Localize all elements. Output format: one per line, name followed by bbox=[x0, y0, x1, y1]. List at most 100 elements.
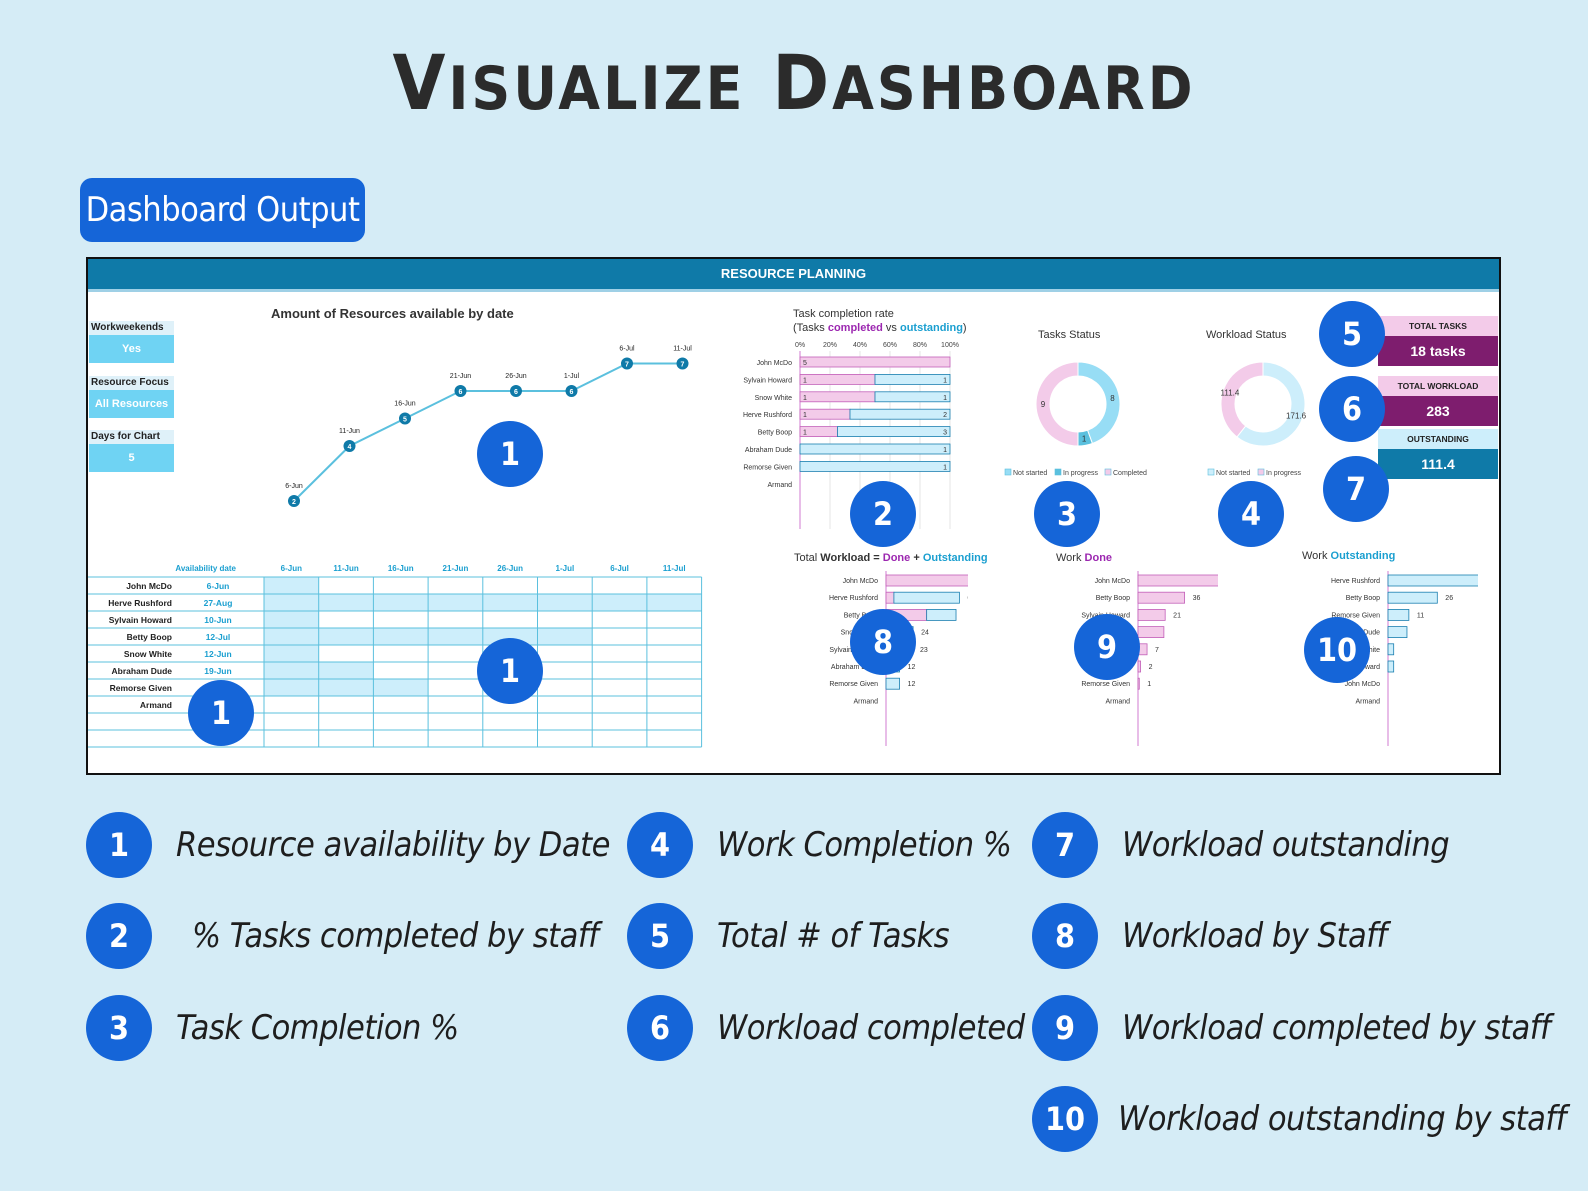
line-point-label: 16-Jun bbox=[394, 401, 416, 408]
legend-item: 7 Workload outstanding bbox=[1032, 812, 1450, 878]
dashboard-output-button[interactable]: Dashboard Output bbox=[80, 178, 365, 242]
availability-cell bbox=[318, 628, 374, 645]
legend-number: 5 bbox=[627, 903, 693, 969]
legend-text: Workload completed by staff bbox=[1122, 1008, 1551, 1048]
legend-text: Total # of Tasks bbox=[717, 916, 950, 956]
line-point bbox=[399, 412, 411, 425]
category-label: Abraham Dude bbox=[745, 447, 792, 454]
workload-bar bbox=[1387, 643, 1395, 656]
bar-value: 1 bbox=[943, 395, 947, 402]
table-column-header: 11-Jul bbox=[663, 564, 686, 573]
legend-swatch bbox=[1207, 468, 1215, 476]
bar-value: 7 bbox=[1155, 647, 1159, 654]
title-part: Work bbox=[1302, 550, 1331, 562]
donut-value: 111.4 bbox=[1221, 389, 1240, 398]
category-label: Remorse Given bbox=[829, 681, 878, 688]
category-label: Abraham Dude bbox=[831, 664, 878, 671]
bar-value: 36 bbox=[1193, 595, 1201, 602]
bar-completed bbox=[799, 356, 951, 368]
legend-number: 3 bbox=[86, 995, 152, 1061]
dashboard-screenshot: RESOURCE PLANNING Workweekends Yes Resou… bbox=[86, 257, 1501, 775]
axis-tick-label: 80% bbox=[913, 342, 927, 349]
legend-number: 2 bbox=[86, 903, 152, 969]
bar-value: 1 bbox=[943, 377, 947, 384]
availability-table: Availability date 6-Jun 11-Jun 16-Jun 21-Jun… bbox=[88, 564, 703, 748]
availability-cell bbox=[373, 628, 429, 645]
line-series bbox=[293, 362, 683, 502]
category-label: Armand bbox=[853, 698, 878, 705]
table-row-name: Remorse Given bbox=[110, 683, 172, 693]
work-done-title: Work Done bbox=[1056, 552, 1112, 564]
category-label: Remorse Given bbox=[743, 464, 792, 471]
line-point bbox=[454, 385, 467, 397]
line-point bbox=[621, 357, 633, 370]
bar-value: 23 bbox=[920, 647, 928, 654]
workload-bar bbox=[885, 677, 900, 690]
title-outstanding: Outstanding bbox=[1330, 550, 1396, 562]
line-point-value: 4 bbox=[348, 444, 352, 451]
legend-number: 10 bbox=[1032, 1086, 1098, 1152]
table-row-date: 12-Jun bbox=[204, 649, 231, 659]
category-label: Herve Rushford bbox=[1331, 578, 1380, 585]
control-value[interactable]: All Resources bbox=[89, 390, 174, 418]
category-label: Armand bbox=[1355, 698, 1380, 705]
control-days-for-chart[interactable]: Days for Chart 5 bbox=[89, 430, 174, 472]
line-point-value: 6 bbox=[570, 389, 574, 396]
donut-value: 171.6 bbox=[1286, 411, 1307, 420]
line-point bbox=[288, 495, 300, 507]
control-resource-focus[interactable]: Resource Focus All Resources bbox=[89, 376, 174, 418]
badge-9: 9 bbox=[1074, 614, 1140, 680]
line-point bbox=[343, 440, 356, 452]
bar-value: 1 bbox=[943, 464, 947, 471]
workload-bar bbox=[1387, 609, 1410, 621]
donut-value: 1 bbox=[1082, 434, 1087, 443]
legend-item: 3 Task Completion % bbox=[86, 995, 459, 1061]
subtitle-part: (Tasks bbox=[793, 322, 828, 334]
kpi-total-workload: TOTAL WORKLOAD 283 bbox=[1378, 376, 1498, 426]
bar-outstanding bbox=[799, 461, 951, 472]
category-label: Herve Rushford bbox=[743, 412, 792, 419]
tasks-status-donut: 8 1 9 Not started In progress Completed bbox=[1004, 361, 1147, 477]
title-part: Work bbox=[1056, 552, 1085, 564]
line-point-value: 7 bbox=[681, 362, 685, 369]
table-column-header: 6-Jun bbox=[281, 564, 302, 573]
category-label: John McDo bbox=[757, 360, 793, 367]
kpi-value: 18 tasks bbox=[1378, 336, 1498, 366]
legend-label: Completed bbox=[1113, 470, 1147, 477]
page-title: VISUALIZE DASHBOARD bbox=[0, 38, 1588, 127]
legend-item: 4 Work Completion % bbox=[627, 812, 1012, 878]
control-value[interactable]: Yes bbox=[89, 335, 174, 363]
table-header-label: Availability date bbox=[175, 564, 236, 573]
control-value[interactable]: 5 bbox=[89, 444, 174, 472]
bar-outstanding bbox=[874, 391, 951, 403]
title-outstanding: Outstanding bbox=[922, 552, 988, 564]
line-point-label: 11-Jun bbox=[339, 428, 360, 435]
bar-completed bbox=[799, 408, 851, 420]
availability-cell bbox=[646, 594, 702, 611]
legend-label: In progress bbox=[1266, 470, 1302, 477]
availability-cell bbox=[482, 594, 538, 611]
bar-value: 3 bbox=[943, 430, 947, 437]
control-label: Days for Chart bbox=[89, 430, 174, 444]
title-initial: V bbox=[392, 38, 449, 127]
legend-item: 1 Resource availability by Date bbox=[86, 812, 610, 878]
legend-text: Resource availability by Date bbox=[176, 825, 610, 865]
table-column-header: 26-Jun bbox=[497, 564, 523, 573]
badge-7: 7 bbox=[1323, 456, 1389, 522]
title-part: = bbox=[870, 552, 883, 564]
bar-value: 21 bbox=[1173, 612, 1181, 619]
legend-number: 9 bbox=[1032, 995, 1098, 1061]
workload-bar bbox=[1137, 626, 1165, 638]
control-workweekends[interactable]: Workweekends Yes bbox=[89, 321, 174, 363]
title-part: + bbox=[910, 552, 923, 564]
bar-value: 65 bbox=[967, 595, 968, 602]
availability-cell bbox=[264, 628, 319, 645]
category-label: Sylvain Howard bbox=[743, 377, 792, 384]
line-point-label: 6-Jul bbox=[619, 346, 635, 353]
availability-cell bbox=[592, 594, 647, 611]
kpi-label: TOTAL TASKS bbox=[1378, 316, 1498, 336]
bar-value: 5 bbox=[803, 360, 807, 367]
title-part: Total bbox=[794, 552, 821, 564]
legend-text: % Tasks completed by staff bbox=[192, 916, 599, 956]
kpi-total-tasks: TOTAL TASKS 18 tasks bbox=[1378, 316, 1498, 366]
